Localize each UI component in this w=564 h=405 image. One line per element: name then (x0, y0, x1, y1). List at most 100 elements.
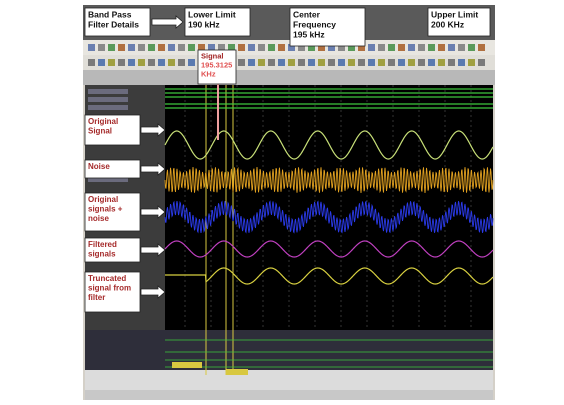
toolbar-icon (428, 44, 435, 51)
callout-line: Filter Details (88, 20, 139, 30)
toolbar-icon (248, 59, 255, 66)
toolbar-icon (348, 59, 355, 66)
toolbar-icon (178, 59, 185, 66)
toolbar-icon (328, 44, 335, 51)
toolbar-icon (288, 44, 295, 51)
toolbar-icon (198, 44, 205, 51)
toolbar-icon (338, 59, 345, 66)
toolbar-icon (468, 44, 475, 51)
toolbar-icon (278, 44, 285, 51)
list-entry (88, 89, 128, 94)
toolbar-icon (188, 59, 195, 66)
toolbar-icon (98, 44, 105, 51)
callout-box (84, 159, 141, 179)
callout-line: signal from (88, 284, 131, 293)
toolbar-icon (328, 59, 335, 66)
toolbar-icon (168, 44, 175, 51)
truncated-wave (165, 267, 494, 285)
toolbar-icon (238, 44, 245, 51)
toolbar-icon (398, 44, 405, 51)
callout-line: Filtered (88, 240, 117, 249)
callout-text: Upper Limit 200 KHz (431, 10, 478, 30)
toolbar-icon (138, 59, 145, 66)
callout-box (84, 271, 141, 313)
callout-box (427, 7, 491, 37)
callout-box (84, 192, 141, 232)
list-entry (88, 105, 128, 110)
callout-line: Signal (88, 127, 112, 136)
wave-area (165, 85, 493, 330)
toolbar-icon (288, 59, 295, 66)
layer: Band Pass Filter Details Lower Limit 190 kH… (84, 7, 494, 375)
callout-text: Original Signal (88, 117, 118, 136)
callout-box (289, 7, 366, 47)
toolbar-icon (448, 44, 455, 51)
toolbar-icon (408, 44, 415, 51)
callout-text: Noise (88, 162, 110, 171)
arrow (140, 205, 166, 219)
toolbar-icon (138, 44, 145, 51)
callout-line: Original (88, 195, 118, 204)
callout-text: Filtered signals (88, 240, 117, 259)
toolbar-icon (108, 59, 115, 66)
toolbar-icon (158, 59, 165, 66)
toolbar-icon (218, 44, 225, 51)
callout-line: filter (88, 293, 105, 302)
callout-line: 190 kHz (188, 20, 220, 30)
toolbar-icon (258, 44, 265, 51)
toolbar-icon (188, 44, 195, 51)
toolbar-icon (98, 59, 105, 66)
callout-text: Original signals + noise (88, 195, 123, 223)
toolbar-icon (318, 44, 325, 51)
toolbar-icon (238, 59, 245, 66)
toolbar-icon (108, 44, 115, 51)
callout-box (84, 114, 141, 146)
status-bar (85, 390, 493, 400)
callout-box (184, 7, 251, 37)
callout-line: Lower Limit (188, 10, 236, 20)
callout-text: Lower Limit 190 kHz (188, 10, 236, 30)
toolbar-icon (318, 59, 325, 66)
toolbar-icon (378, 44, 385, 51)
toolbar-icon (228, 44, 235, 51)
toolbar-icon (368, 44, 375, 51)
toolbar-icon (338, 44, 345, 51)
toolbar-icon (418, 44, 425, 51)
toolbar-icon (438, 59, 445, 66)
toolbar-icon (178, 44, 185, 51)
mixed-wave (164, 200, 494, 234)
cursor-panel (85, 330, 493, 370)
callout-line: Upper Limit (431, 10, 478, 20)
callout-line: Original (88, 117, 118, 126)
toolbar-icon (478, 59, 485, 66)
toolbar-icon (398, 59, 405, 66)
toolbar-icon (248, 44, 255, 51)
arrow (140, 243, 166, 257)
filtered-wave (164, 240, 494, 258)
callout-line: Frequency (293, 20, 336, 30)
arrow (140, 123, 166, 137)
toolbar-icon (298, 59, 305, 66)
toolbar-icon (408, 59, 415, 66)
toolbar-icon (418, 59, 425, 66)
toolbar-icon (268, 44, 275, 51)
cursor-tag (172, 362, 202, 368)
toolbar-icon (258, 59, 265, 66)
toolbar-icon (378, 59, 385, 66)
toolbar-icon (158, 44, 165, 51)
callout-text: Truncated signal from filter (88, 274, 131, 302)
callout-line: 195 kHz (293, 30, 325, 40)
noise-wave (164, 166, 494, 194)
toolbar-icon (358, 59, 365, 66)
toolbar-icon (438, 44, 445, 51)
callout-line: Noise (88, 162, 110, 171)
toolbar-icon (458, 44, 465, 51)
toolbar-icon (128, 59, 135, 66)
cursor-tag (226, 369, 248, 375)
toolbar-icon (468, 59, 475, 66)
toolbar-icon (148, 44, 155, 51)
toolbar-icon (168, 59, 175, 66)
callout-line: 195.3125 (201, 61, 232, 70)
callout-box (84, 237, 141, 263)
callout-line: Truncated (88, 274, 126, 283)
